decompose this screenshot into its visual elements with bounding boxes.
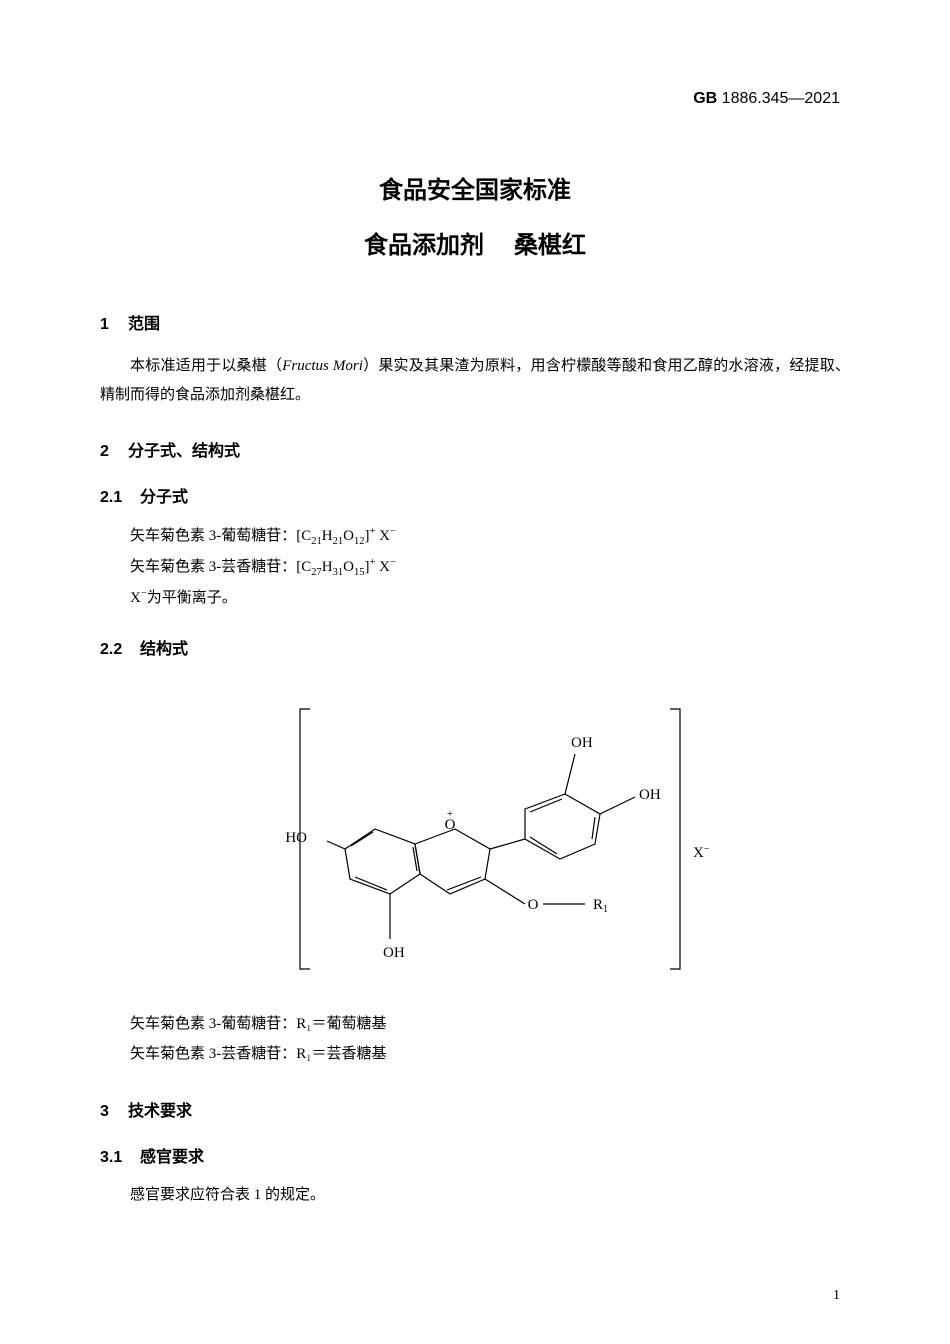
label-plus: + — [447, 808, 453, 820]
label-r1: R1 — [593, 897, 608, 915]
subsection-3-1-num: 3.1 — [100, 1149, 140, 1167]
label-oh-bottom: OH — [383, 945, 405, 961]
caption-line-2: 矢车菊色素 3-芸香糖苷：R₁＝芸香糖基 — [130, 1039, 850, 1069]
section-3-num: 3 — [100, 1103, 128, 1121]
structure-caption-block: 矢车菊色素 3-葡萄糖苷：R₁＝葡萄糖基 矢车菊色素 3-芸香糖苷：R₁＝芸香糖… — [100, 1009, 850, 1069]
label-x-minus: X− — [693, 844, 710, 861]
label-o-side: O — [528, 897, 539, 913]
code-number: 1886.345—2021 — [722, 90, 840, 107]
section-2-title: 分子式、结构式 — [128, 443, 240, 460]
header-standard-code: GB 1886.345—2021 — [693, 90, 840, 108]
section-1-body: 本标准适用于以桑椹（Fructus Mori）果实及其果渣为原料，用含柠檬酸等酸… — [100, 352, 850, 409]
section-1-num: 1 — [100, 316, 128, 334]
subsection-2-1-num: 2.1 — [100, 489, 140, 507]
label-ho: HO — [285, 830, 307, 846]
subsection-2-2-title: 结构式 — [140, 641, 188, 658]
subsection-2-2-num: 2.2 — [100, 641, 140, 659]
subsection-2-1-title: 分子式 — [140, 489, 188, 506]
subsection-3-1-title: 感官要求 — [140, 1149, 204, 1166]
subsection-2-2-heading: 2.2结构式 — [100, 635, 850, 659]
subsection-2-1-heading: 2.1分子式 — [100, 483, 850, 507]
section-1-title: 范围 — [128, 316, 160, 333]
latin-name: Fructus Mori — [282, 358, 363, 374]
section-2-heading: 2分子式、结构式 — [100, 437, 850, 461]
title-sub-left: 食品添加剂 — [364, 232, 484, 259]
title-sub-right: 桑椹红 — [514, 232, 586, 259]
chemical-structure-diagram: HO OH O + O R1 OH OH X− — [215, 679, 735, 999]
section-3-title: 技术要求 — [128, 1103, 192, 1120]
subsection-3-1-body: 感官要求应符合表 1 的规定。 — [100, 1181, 850, 1210]
page-number: 1 — [833, 1288, 840, 1304]
section-1-heading: 1范围 — [100, 310, 850, 334]
subsection-3-1-heading: 3.1感官要求 — [100, 1143, 850, 1167]
document-title-main: 食品安全国家标准 — [100, 170, 850, 205]
code-prefix: GB — [693, 90, 717, 107]
molecular-formula-block: 矢车菊色素 3-葡萄糖苷：[C21H21O12]+ X− 矢车菊色素 3-芸香糖… — [100, 521, 850, 613]
section-3-heading: 3技术要求 — [100, 1097, 850, 1121]
document-title-sub: 食品添加剂 桑椹红 — [100, 225, 850, 260]
label-oh-top: OH — [571, 735, 593, 751]
formula-line-1: 矢车菊色素 3-葡萄糖苷：[C21H21O12]+ X− — [130, 521, 850, 552]
formula-line-3: X−为平衡离子。 — [130, 583, 850, 613]
formula-line-2: 矢车菊色素 3-芸香糖苷：[C27H31O15]+ X− — [130, 552, 850, 583]
label-oh-right: OH — [639, 787, 661, 803]
section-2-num: 2 — [100, 443, 128, 461]
caption-line-1: 矢车菊色素 3-葡萄糖苷：R₁＝葡萄糖基 — [130, 1009, 850, 1039]
